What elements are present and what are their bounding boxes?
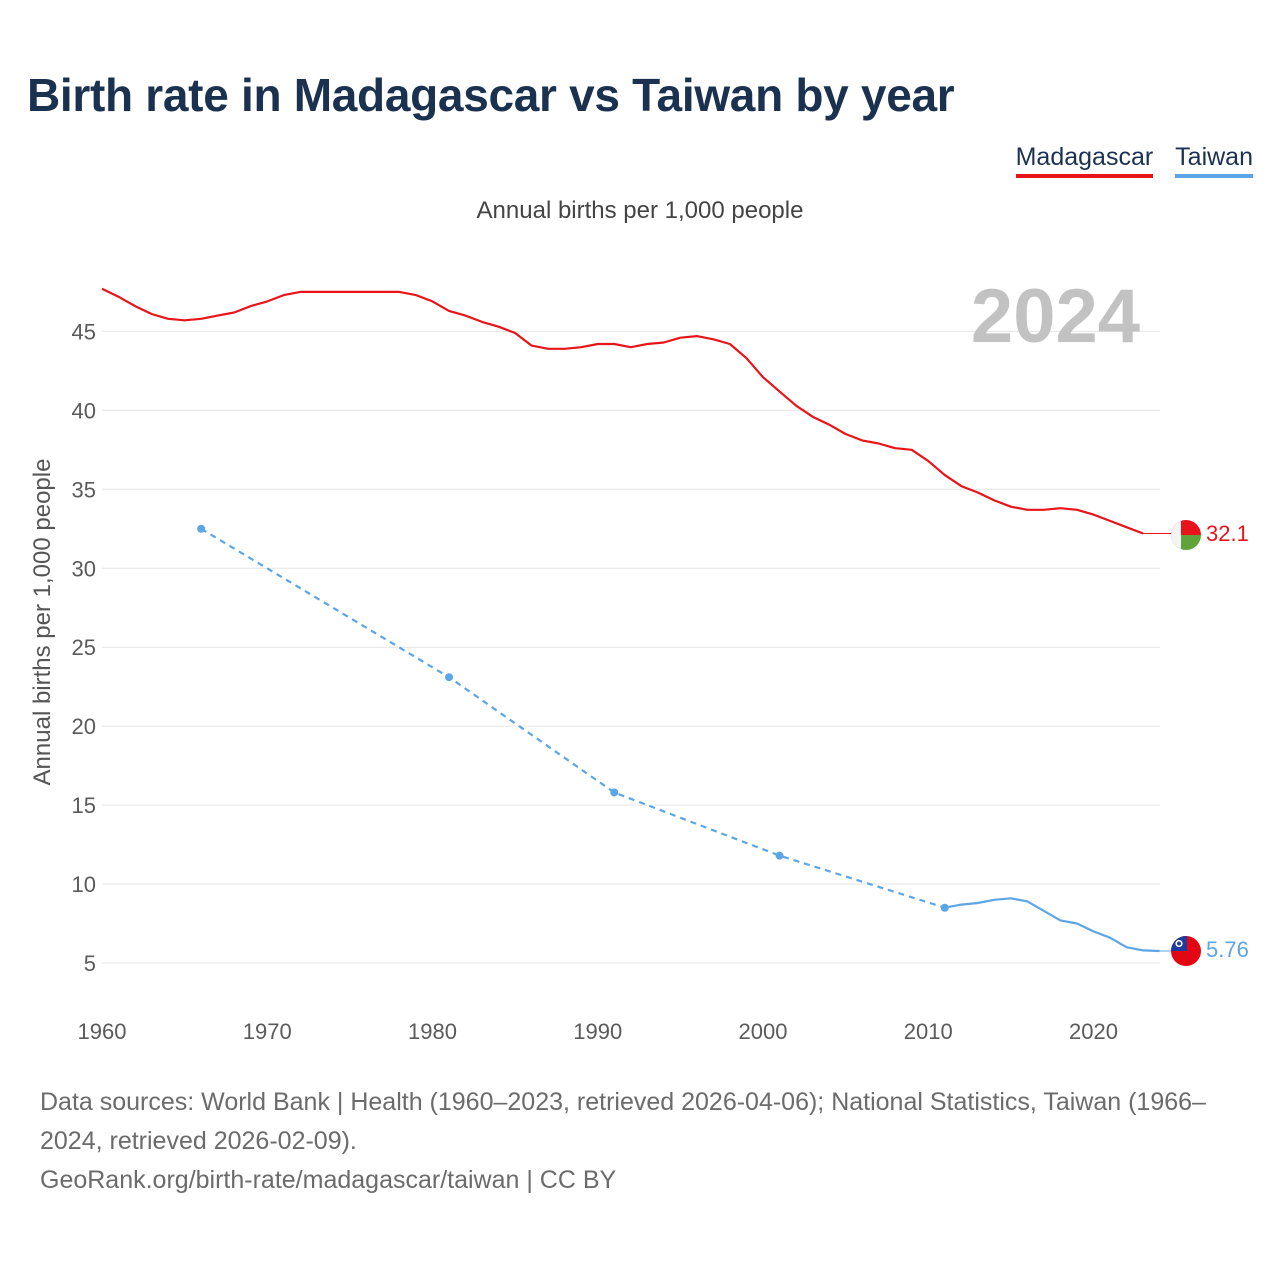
x-tick-label: 1960 [78,1019,127,1044]
y-tick-label: 35 [72,477,96,502]
taiwan-dashed-line [200,527,946,909]
x-tick-label: 2000 [739,1019,788,1044]
chart-title: Birth rate in Madagascar vs Taiwan by ye… [27,69,955,121]
taiwan-point [775,851,784,860]
taiwan-end-label: 5.76 [1206,937,1249,962]
chart-subtitle: Annual births per 1,000 people [476,197,804,224]
madagascar-flag-icon [1171,520,1201,550]
year-watermark: 2024 [971,274,1140,359]
y-tick-label: 40 [72,398,96,423]
line-chart: 5 10 15 20 25 30 35 40 45 1960 1970 1980 1990 2000 201… [29,274,1249,1044]
madagascar-line [101,287,1144,535]
x-tick-label: 2010 [904,1019,953,1044]
y-tick-label: 30 [72,556,96,581]
taiwan-point [940,903,949,912]
x-tick-label: 2020 [1069,1019,1118,1044]
taiwan-point [445,673,454,682]
y-tick-label: 15 [72,793,96,818]
legend: Madagascar Taiwan [1015,143,1253,178]
taiwan-point [610,788,619,797]
taiwan-point [197,524,206,533]
y-tick-label: 20 [72,714,96,739]
x-tick-label: 1990 [573,1019,622,1044]
y-axis-title: Annual births per 1,000 people [29,459,56,786]
data-sources: Data sources: World Bank | Health (1960–… [40,1088,1206,1155]
y-tick-label: 5 [84,951,96,976]
taiwan-flag-icon [1171,936,1201,966]
y-tick-label: 45 [72,319,96,344]
x-tick-label: 1980 [408,1019,457,1044]
credit-link[interactable]: GeoRank.org/birth-rate/madagascar/taiwan… [40,1166,617,1194]
footer: Data sources: World Bank | Health (1960–… [40,1083,1250,1200]
y-tick-label: 25 [72,635,96,660]
legend-item-madagascar[interactable]: Madagascar [1015,143,1154,178]
x-tick-label: 1970 [243,1019,292,1044]
y-tick-label: 10 [72,872,96,897]
legend-item-taiwan[interactable]: Taiwan [1175,143,1253,178]
madagascar-end-label: 32.1 [1206,521,1249,546]
taiwan-line [944,897,1160,953]
